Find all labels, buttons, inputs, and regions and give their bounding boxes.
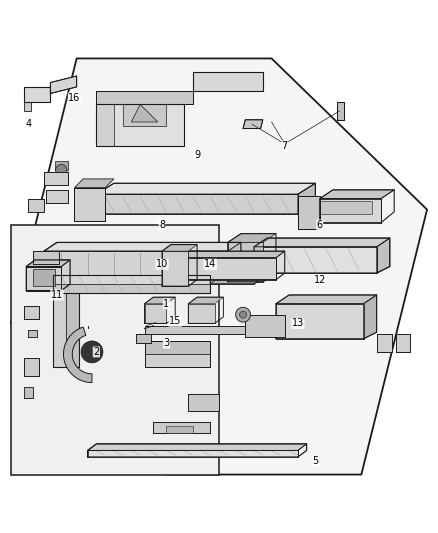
Polygon shape bbox=[298, 197, 320, 229]
Polygon shape bbox=[162, 245, 197, 251]
Polygon shape bbox=[228, 243, 263, 282]
Polygon shape bbox=[96, 194, 298, 214]
Polygon shape bbox=[145, 297, 175, 304]
Polygon shape bbox=[228, 243, 241, 280]
Polygon shape bbox=[364, 295, 377, 339]
Text: 1: 1 bbox=[163, 298, 170, 309]
Polygon shape bbox=[26, 266, 61, 290]
Polygon shape bbox=[188, 297, 223, 304]
Polygon shape bbox=[254, 247, 377, 273]
Text: 2: 2 bbox=[93, 347, 99, 357]
Polygon shape bbox=[96, 104, 114, 146]
Polygon shape bbox=[243, 120, 263, 128]
Polygon shape bbox=[24, 102, 31, 111]
Polygon shape bbox=[245, 314, 285, 336]
Text: 4: 4 bbox=[25, 119, 32, 129]
Polygon shape bbox=[88, 444, 307, 450]
Polygon shape bbox=[136, 334, 151, 343]
Polygon shape bbox=[254, 238, 390, 247]
Polygon shape bbox=[26, 260, 70, 266]
Polygon shape bbox=[210, 278, 263, 284]
Polygon shape bbox=[188, 304, 215, 324]
Polygon shape bbox=[46, 190, 68, 203]
Circle shape bbox=[81, 341, 103, 363]
Polygon shape bbox=[145, 326, 245, 334]
Polygon shape bbox=[377, 238, 390, 273]
Polygon shape bbox=[53, 284, 210, 293]
Polygon shape bbox=[228, 233, 276, 243]
Polygon shape bbox=[44, 172, 68, 185]
Polygon shape bbox=[44, 243, 241, 251]
Polygon shape bbox=[166, 426, 193, 433]
Polygon shape bbox=[28, 330, 37, 336]
Polygon shape bbox=[162, 251, 188, 286]
Polygon shape bbox=[64, 327, 92, 383]
Polygon shape bbox=[145, 304, 166, 324]
Polygon shape bbox=[28, 199, 44, 212]
Polygon shape bbox=[53, 275, 210, 284]
Text: 9: 9 bbox=[194, 150, 200, 160]
Text: 16: 16 bbox=[68, 93, 81, 103]
Polygon shape bbox=[53, 293, 66, 367]
Polygon shape bbox=[276, 295, 377, 304]
Polygon shape bbox=[88, 450, 298, 457]
Polygon shape bbox=[55, 161, 68, 170]
Polygon shape bbox=[153, 422, 210, 433]
Polygon shape bbox=[24, 87, 50, 102]
Polygon shape bbox=[175, 258, 276, 280]
Polygon shape bbox=[123, 104, 166, 126]
Polygon shape bbox=[320, 201, 372, 214]
Text: 14: 14 bbox=[204, 260, 216, 269]
Polygon shape bbox=[96, 183, 315, 194]
Text: 12: 12 bbox=[314, 274, 326, 285]
Circle shape bbox=[236, 307, 251, 322]
Polygon shape bbox=[24, 306, 39, 319]
Polygon shape bbox=[377, 334, 392, 352]
Polygon shape bbox=[74, 179, 114, 188]
Polygon shape bbox=[193, 71, 263, 91]
Text: 5: 5 bbox=[312, 456, 318, 466]
Polygon shape bbox=[33, 251, 59, 264]
Polygon shape bbox=[24, 387, 33, 398]
Polygon shape bbox=[320, 190, 394, 199]
Polygon shape bbox=[24, 359, 39, 376]
Polygon shape bbox=[337, 102, 344, 120]
Polygon shape bbox=[210, 266, 254, 284]
Polygon shape bbox=[320, 199, 381, 223]
Polygon shape bbox=[145, 341, 210, 354]
Text: 15: 15 bbox=[169, 316, 181, 326]
Polygon shape bbox=[145, 354, 210, 367]
Polygon shape bbox=[74, 188, 105, 221]
Polygon shape bbox=[396, 334, 410, 352]
Polygon shape bbox=[276, 304, 364, 339]
Polygon shape bbox=[11, 225, 219, 474]
Polygon shape bbox=[188, 393, 219, 411]
Polygon shape bbox=[96, 91, 193, 104]
Polygon shape bbox=[50, 76, 77, 93]
Polygon shape bbox=[11, 59, 427, 474]
Circle shape bbox=[240, 311, 247, 318]
Text: 13: 13 bbox=[292, 318, 304, 328]
Text: 11: 11 bbox=[51, 290, 63, 300]
Polygon shape bbox=[33, 269, 55, 286]
Text: 10: 10 bbox=[156, 260, 168, 269]
Polygon shape bbox=[298, 183, 315, 214]
Polygon shape bbox=[175, 251, 285, 258]
Polygon shape bbox=[44, 251, 228, 280]
Text: 8: 8 bbox=[159, 220, 165, 230]
Text: 7: 7 bbox=[282, 141, 288, 151]
Polygon shape bbox=[131, 104, 158, 122]
Text: 6: 6 bbox=[317, 220, 323, 230]
Circle shape bbox=[56, 165, 67, 176]
Text: 3: 3 bbox=[163, 338, 170, 348]
Polygon shape bbox=[66, 293, 79, 367]
Polygon shape bbox=[96, 104, 184, 146]
